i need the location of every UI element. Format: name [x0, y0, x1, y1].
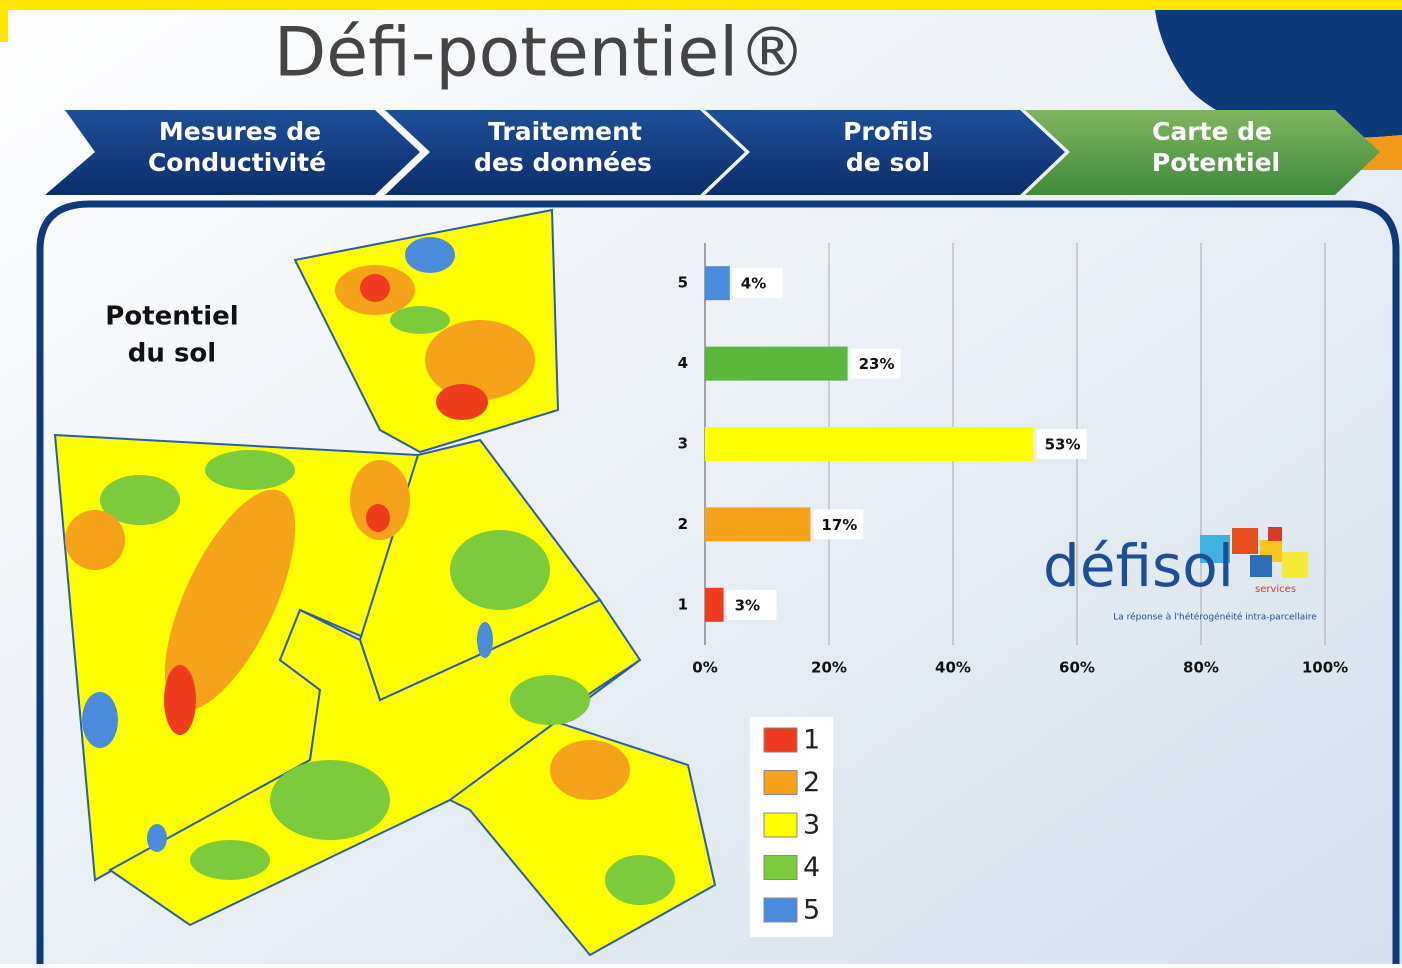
value-label: 53%: [1045, 436, 1081, 454]
bar-chart: 0% 20% 40% 60% 80% 100% 5 4% 4 23% 3 53% 2 17% 1 3%: [678, 243, 1348, 677]
value-label-bg: [726, 589, 777, 620]
bar: [705, 266, 730, 301]
x-tick-label: 80%: [1183, 659, 1219, 677]
x-tick-label: 20%: [811, 659, 847, 677]
step-text: Potentiel: [1152, 148, 1280, 177]
logo-tagline: La réponse à l'hétérogénéité intra-parce…: [1113, 612, 1317, 623]
value-label-bg: [813, 509, 864, 540]
value-label: 23%: [859, 355, 895, 373]
x-tick-label: 0%: [692, 659, 717, 677]
x-tick-label: 40%: [935, 659, 971, 677]
step-text: Profils: [843, 117, 933, 146]
logo-sub: services: [1255, 584, 1296, 595]
step-chevron: [45, 110, 420, 195]
step-chevron: [385, 110, 745, 195]
value-label: 4%: [741, 275, 766, 293]
step-text: des données: [474, 148, 652, 177]
top-band: [0, 0, 1402, 10]
left-band: [0, 0, 8, 42]
legend-label: 3: [803, 810, 820, 841]
steps: Mesures de Conductivité Traitement des d…: [45, 110, 1380, 195]
legend-label: 4: [803, 852, 820, 883]
legend: 1 2 3 4 5: [750, 717, 833, 937]
panel-border: [36, 200, 1400, 964]
value-label-bg: [850, 348, 901, 379]
step-chevron: [705, 110, 1065, 195]
x-tick-label: 60%: [1059, 659, 1095, 677]
y-tick-label: 1: [678, 595, 688, 613]
legend-label: 2: [803, 767, 820, 798]
step-text: Traitement: [488, 117, 642, 146]
legend-swatch: [763, 770, 798, 795]
legend-swatch: [763, 897, 798, 923]
logo: défisol services La réponse à l'hétérogé…: [1043, 527, 1317, 623]
y-tick-label: 3: [678, 435, 688, 453]
legend-swatch: [763, 855, 798, 880]
map-label: du sol: [128, 339, 216, 369]
soil-map-zones: [65, 237, 675, 905]
legend-label: 1: [803, 725, 820, 756]
value-label: 3%: [735, 596, 760, 614]
bar: [705, 427, 1034, 461]
bar: [705, 507, 811, 542]
value-label-bg: [1036, 429, 1087, 459]
value-label-bg: [732, 268, 783, 299]
y-tick-label: 4: [678, 354, 688, 372]
slide-title: Défi-potentiel®: [274, 14, 806, 93]
legend-swatch: [763, 812, 798, 838]
step-text: Carte de: [1152, 117, 1272, 146]
x-tick-label: 100%: [1302, 659, 1348, 677]
map-label: Potentiel: [105, 302, 238, 332]
legend-swatch: [763, 727, 798, 753]
corner-swoosh: [1155, 10, 1402, 138]
bar: [705, 587, 724, 622]
logo-text: défisol: [1043, 532, 1234, 600]
legend-label: 5: [803, 895, 820, 926]
step-chevron: [1025, 110, 1380, 195]
step-text: de sol: [846, 148, 930, 177]
bar: [705, 346, 848, 381]
step-text: Mesures de: [159, 117, 321, 146]
y-tick-label: 5: [678, 274, 688, 292]
value-label: 17%: [821, 516, 857, 534]
y-tick-label: 2: [678, 515, 688, 533]
step-text: Conductivité: [148, 148, 326, 177]
